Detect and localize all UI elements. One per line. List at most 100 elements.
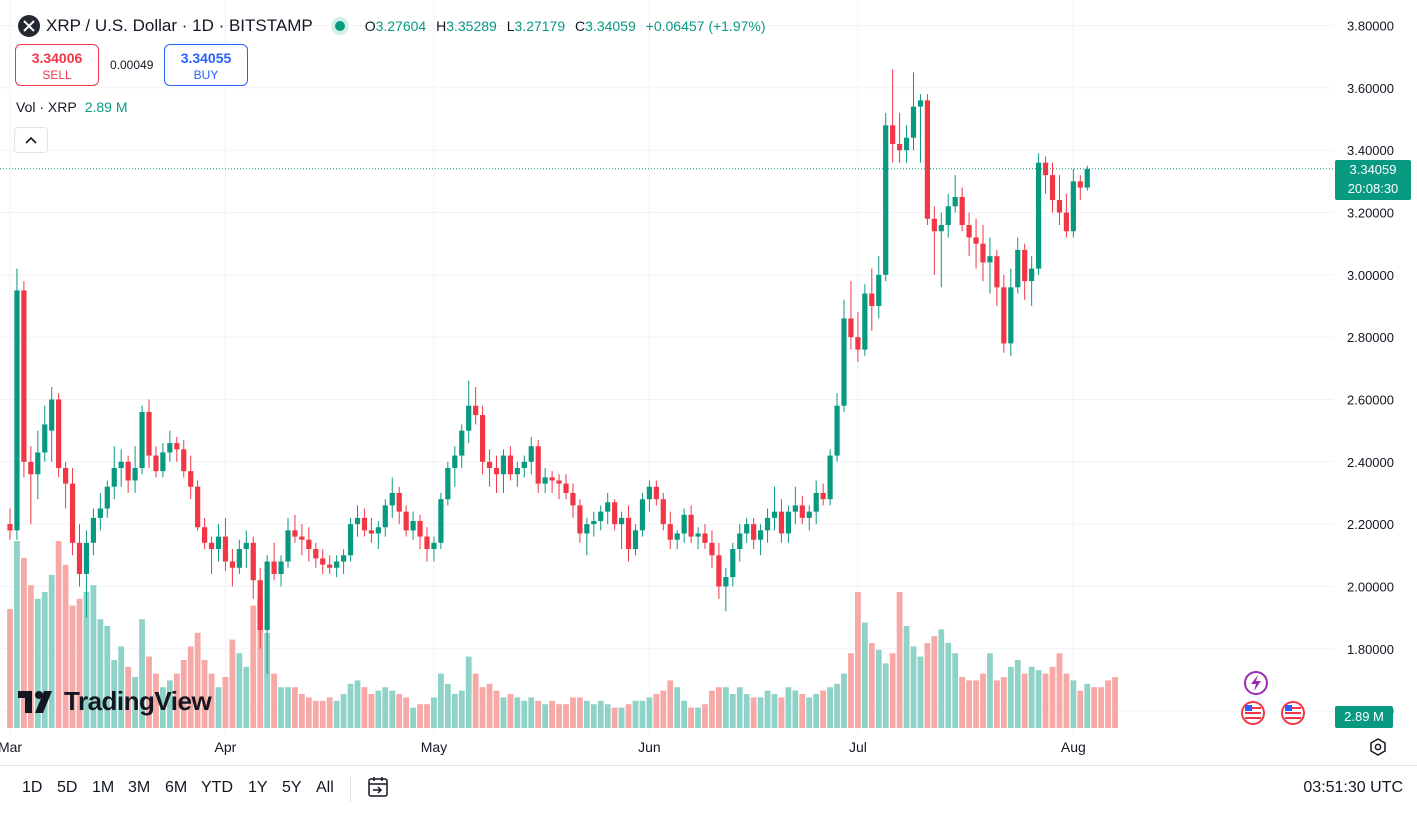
volume-bar xyxy=(945,643,952,728)
volume-bar xyxy=(1091,687,1098,728)
candle-body xyxy=(681,514,687,534)
timeframe-6m[interactable]: 6M xyxy=(165,779,188,796)
candle-body xyxy=(702,533,708,543)
timeframe-all[interactable]: All xyxy=(316,779,334,796)
volume-bar xyxy=(180,660,187,728)
date-range-button[interactable] xyxy=(366,775,390,804)
price-tick-label: 3.80000 xyxy=(1347,19,1394,34)
candle-body xyxy=(952,196,958,207)
candle-body xyxy=(236,549,242,568)
low-value: 3.27179 xyxy=(514,18,566,34)
utc-clock[interactable]: 03:51:30 UTC xyxy=(1303,779,1403,796)
timeframe-5d[interactable]: 5D xyxy=(57,779,78,796)
price-tick-label: 3.40000 xyxy=(1347,143,1394,158)
volume-value: 2.89 M xyxy=(84,99,128,115)
volume-bar xyxy=(500,697,507,728)
lightning-icon[interactable] xyxy=(1244,671,1268,695)
timeframe-1d[interactable]: 1D xyxy=(22,779,43,796)
candle-body xyxy=(250,542,256,581)
time-axis[interactable]: Mar Apr May Jun Jul Aug xyxy=(0,739,1086,755)
volume-bar xyxy=(201,660,208,728)
candle-body xyxy=(855,337,861,350)
buy-button[interactable]: 3.34055 BUY xyxy=(164,44,248,86)
close-label: C xyxy=(575,18,586,34)
timeframe-1y[interactable]: 1Y xyxy=(248,779,268,796)
candle-body xyxy=(827,455,833,500)
price-chart[interactable]: 3.80000 3.60000 3.40000 3.20000 3.00000 2.800… xyxy=(0,0,1417,765)
candle-body xyxy=(188,471,194,487)
candle-body xyxy=(368,530,374,534)
volume-bar xyxy=(931,636,938,728)
us-flag-icon[interactable] xyxy=(1281,701,1305,725)
candle-body xyxy=(890,125,896,144)
candle-body xyxy=(542,477,548,484)
candle-body xyxy=(570,492,576,506)
volume-bar xyxy=(938,629,945,728)
volume-bar xyxy=(618,707,625,728)
volume-bar xyxy=(493,690,500,728)
candle-body xyxy=(862,293,868,350)
timeframe-1m[interactable]: 1M xyxy=(92,779,115,796)
tradingview-logo[interactable]: TradingView xyxy=(18,686,212,717)
candle-body xyxy=(910,106,917,138)
volume-bar xyxy=(757,697,764,728)
candle-body xyxy=(1036,162,1042,269)
volume-bar xyxy=(1077,690,1084,728)
volume-legend[interactable]: Vol · XRP 2.89 M xyxy=(16,99,128,115)
time-tick-label: May xyxy=(421,739,447,755)
candle-body xyxy=(716,555,722,587)
collapse-legend-button[interactable] xyxy=(14,127,48,153)
volume-bar xyxy=(820,690,827,728)
volume-bar xyxy=(132,677,138,728)
volume-bar xyxy=(424,704,430,728)
volume-bar xyxy=(896,592,903,728)
candle-body xyxy=(271,561,277,574)
candle-body xyxy=(257,580,263,631)
volume-bar xyxy=(76,598,83,728)
sell-button[interactable]: 3.34006 SELL xyxy=(15,44,99,86)
volume-bar xyxy=(604,704,611,728)
volume-bar xyxy=(743,694,750,728)
candle-body xyxy=(646,486,652,500)
candle-body xyxy=(1042,162,1049,176)
volume-bar xyxy=(660,690,667,728)
volume-bar xyxy=(326,697,333,728)
symbol-header[interactable]: XRP / U.S. Dollar · 1D · BITSTAMP O3.276… xyxy=(18,14,766,38)
volume-bar xyxy=(146,656,152,728)
economic-events[interactable] xyxy=(1238,668,1308,730)
volume-bar xyxy=(208,673,215,728)
candle-body xyxy=(146,411,152,456)
volume-bar xyxy=(1035,670,1042,728)
price-tick-label: 2.60000 xyxy=(1347,392,1394,407)
timeframe-3m[interactable]: 3M xyxy=(128,779,151,796)
open-value: 3.27604 xyxy=(375,18,427,34)
symbol-title[interactable]: XRP / U.S. Dollar · 1D · BITSTAMP xyxy=(46,16,313,35)
timeframe-ytd[interactable]: YTD xyxy=(201,779,233,796)
volume-bar xyxy=(299,694,305,728)
price-axis[interactable]: 3.80000 3.60000 3.40000 3.20000 3.00000 2.800… xyxy=(1347,19,1394,719)
candle-body xyxy=(709,542,715,556)
candle-body xyxy=(264,561,270,631)
us-flag-icon[interactable] xyxy=(1241,701,1265,725)
candle-body xyxy=(14,290,20,531)
timeframe-5y[interactable]: 5Y xyxy=(282,779,302,796)
candle-body xyxy=(1029,268,1035,282)
candle-body xyxy=(160,452,166,472)
candle-body xyxy=(1015,249,1021,288)
volume-bar xyxy=(507,694,514,728)
candle-body xyxy=(111,468,117,487)
volume-bar xyxy=(681,700,688,728)
close-value: 3.34059 xyxy=(585,18,636,34)
candle-body xyxy=(285,530,291,562)
candle-body xyxy=(56,399,62,469)
volume-bar xyxy=(841,673,847,728)
chart-settings-button[interactable] xyxy=(1368,737,1388,757)
volume-bar xyxy=(994,680,1000,728)
time-tick-label: Jul xyxy=(849,739,867,755)
volume-axis-label: 2.89 M xyxy=(1335,706,1393,728)
volume-bar xyxy=(959,677,966,728)
volume-bar xyxy=(153,673,159,728)
price-tick-label: 1.80000 xyxy=(1347,642,1394,657)
volume-bar xyxy=(667,680,674,728)
candle-body xyxy=(556,480,562,484)
